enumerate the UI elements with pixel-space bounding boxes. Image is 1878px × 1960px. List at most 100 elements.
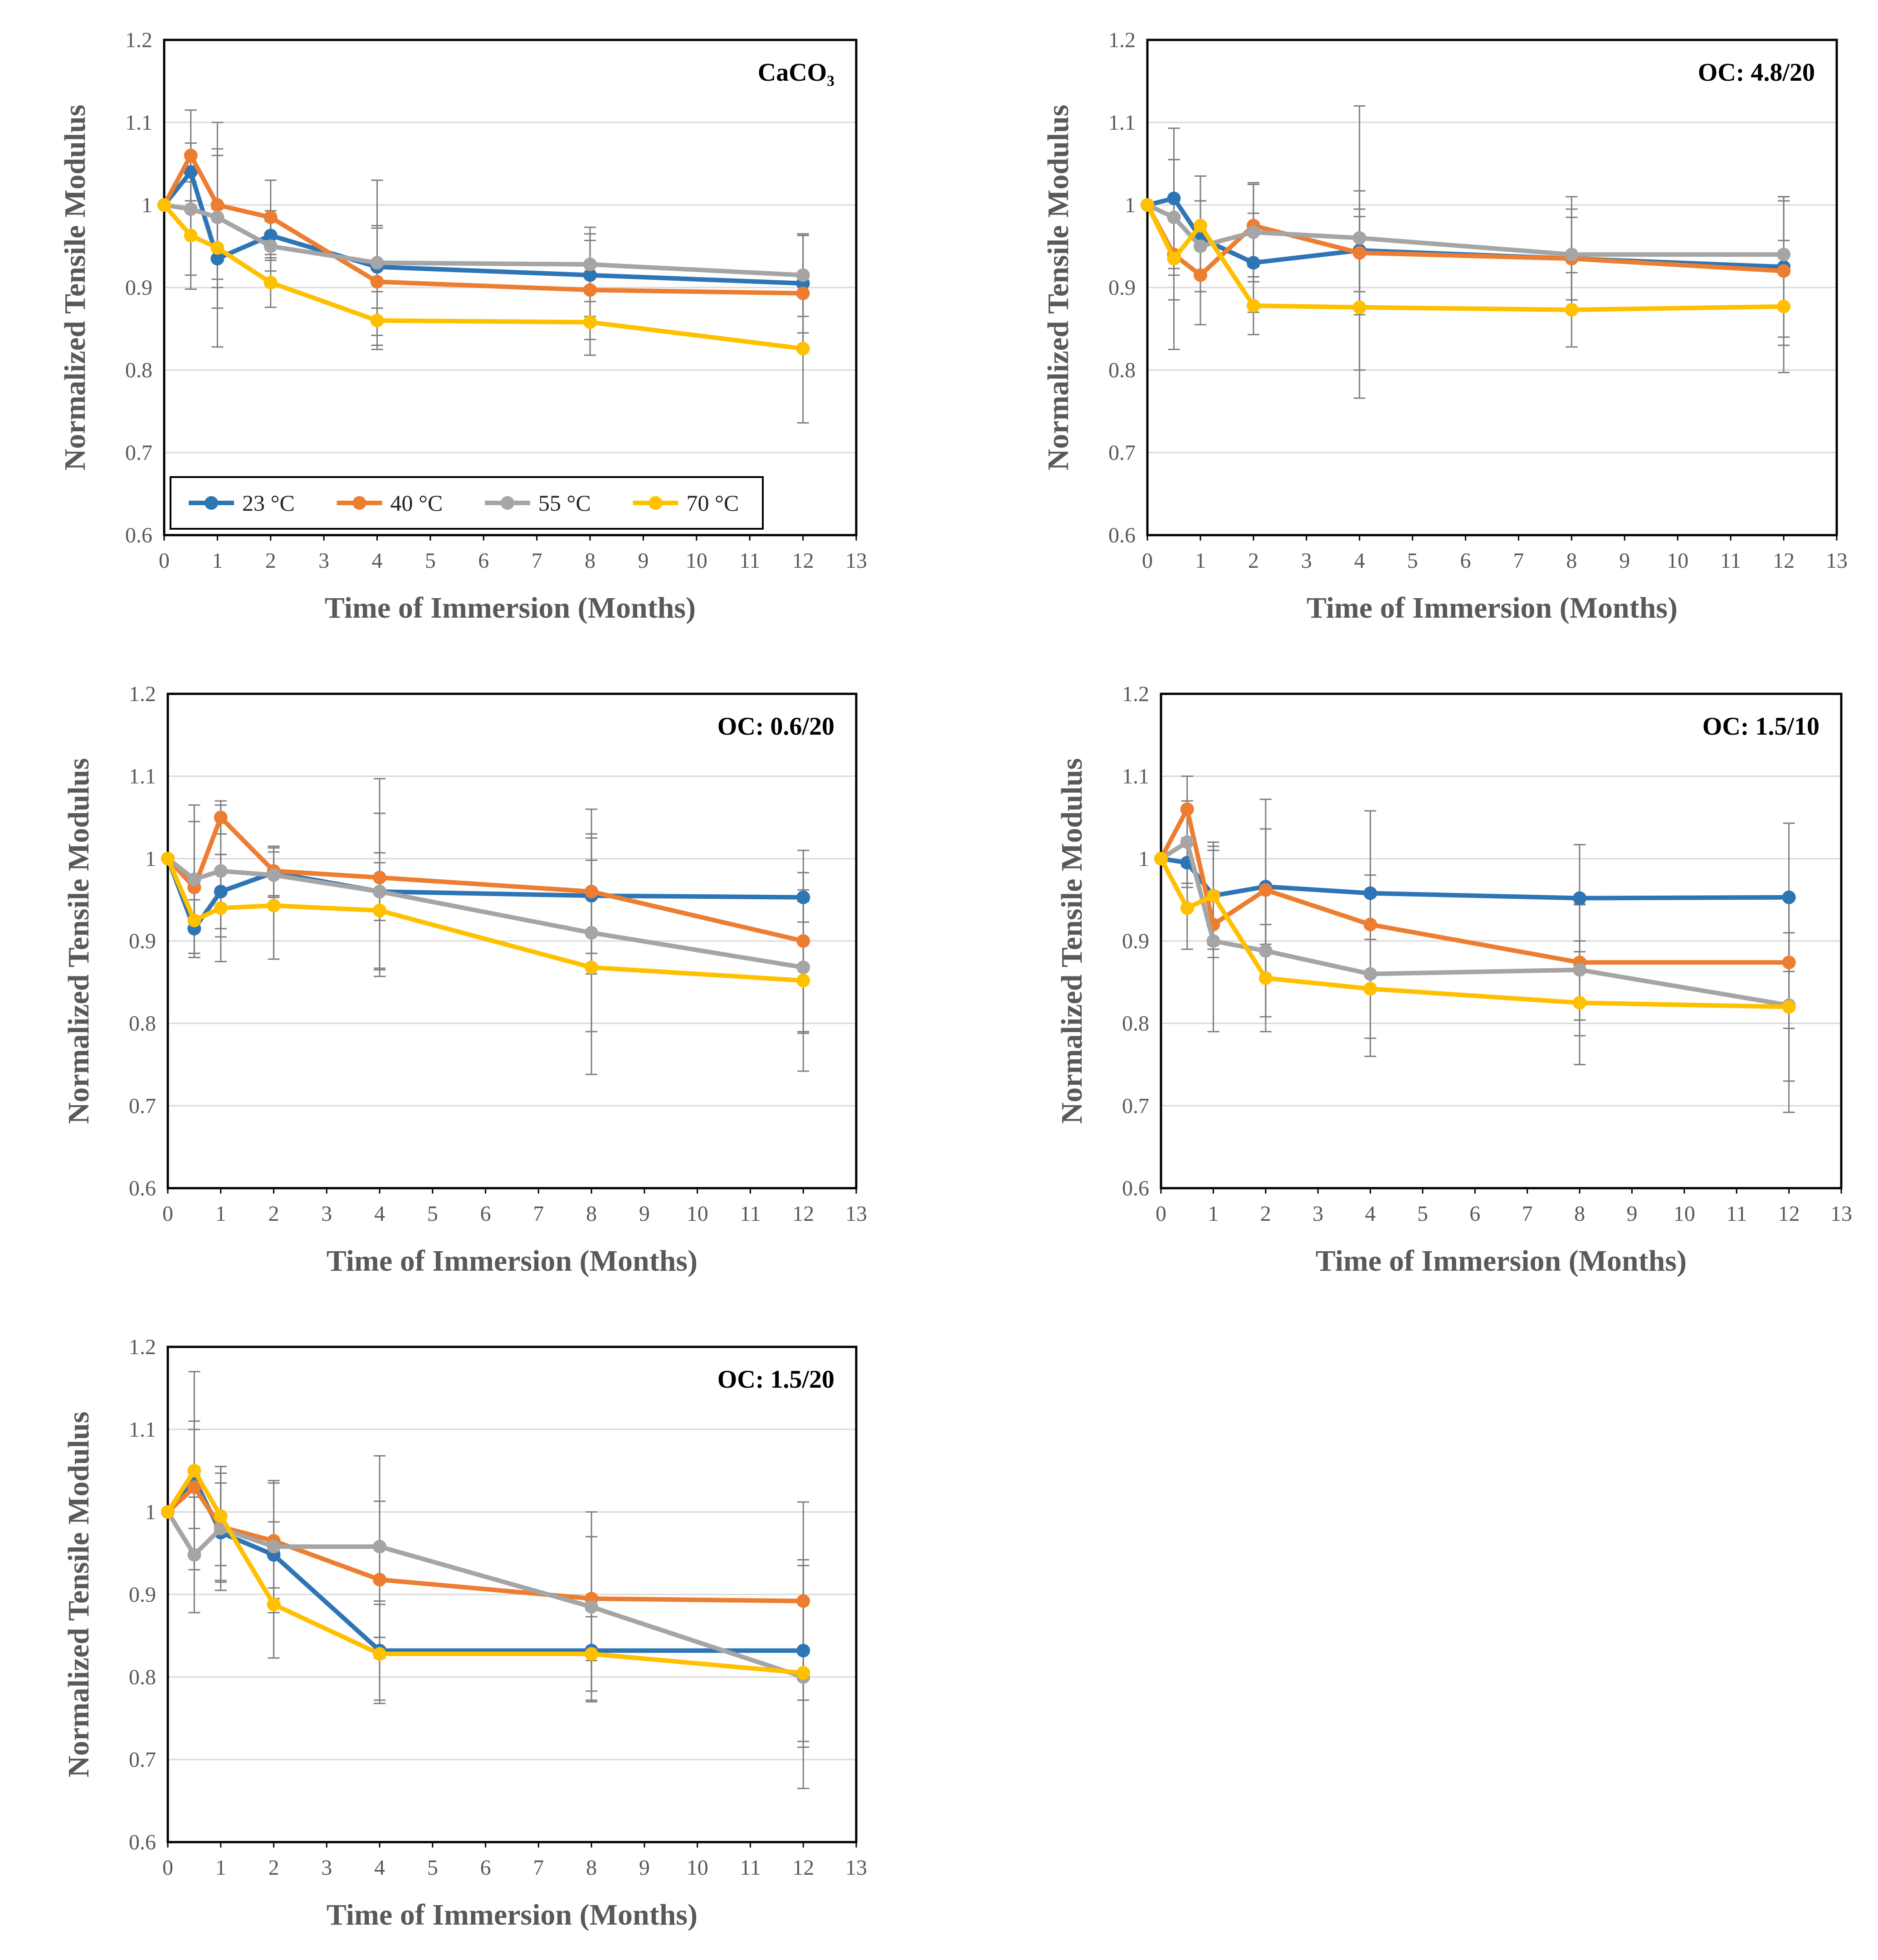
y-tick-label: 1.2 — [125, 28, 152, 52]
data-point — [373, 871, 387, 885]
y-axis-title: Normalized Tensile Modulus — [59, 105, 92, 471]
data-point — [1352, 246, 1366, 260]
panel-title: OC: 4.8/20 — [1698, 59, 1815, 87]
data-point — [1246, 225, 1260, 239]
x-tick-label: 10 — [687, 1856, 708, 1880]
x-tick-label: 0 — [162, 1856, 173, 1880]
x-tick-label: 0 — [159, 549, 170, 573]
data-point — [796, 268, 810, 282]
x-tick-label: 1 — [215, 1202, 226, 1226]
data-point — [210, 210, 224, 224]
y-tick-label: 1.1 — [129, 1418, 156, 1442]
series-line-1 — [166, 1477, 804, 1653]
y-tick-label: 1 — [141, 193, 152, 217]
data-point — [1193, 268, 1207, 282]
data-point — [210, 252, 224, 266]
x-tick-label: 6 — [1460, 549, 1471, 573]
data-point — [263, 239, 278, 253]
x-tick-label: 3 — [321, 1202, 332, 1226]
x-tick-label: 0 — [1142, 549, 1153, 573]
x-tick-label: 12 — [792, 1202, 814, 1226]
data-point — [373, 1573, 387, 1587]
series-line-3 — [166, 857, 804, 970]
series-line-2 — [1159, 807, 1789, 965]
plot-frame — [166, 1346, 858, 1843]
x-tick-label: 7 — [533, 1202, 544, 1226]
x-tick-label: 0 — [162, 1202, 173, 1226]
data-point — [187, 1548, 201, 1562]
series-line-2 — [1145, 204, 1784, 278]
series-line-4 — [1159, 857, 1789, 1009]
data-point — [585, 926, 599, 940]
y-tick-label: 0.7 — [1108, 441, 1136, 465]
data-point — [210, 198, 224, 212]
x-tick-label: 12 — [792, 1856, 814, 1880]
x-tick-label: 5 — [427, 1856, 438, 1880]
x-axis-title: Time of Immersion (Months) — [1307, 591, 1678, 624]
x-tick-label: 13 — [845, 1202, 867, 1226]
y-tick-label: 0.8 — [129, 1012, 156, 1036]
x-tick-label: 1 — [215, 1856, 226, 1880]
x-tick-label: 2 — [1260, 1202, 1271, 1226]
x-tick-label: 4 — [374, 1202, 385, 1226]
data-point — [1363, 886, 1377, 900]
data-point — [585, 885, 599, 898]
data-point — [585, 1647, 599, 1661]
x-tick-label: 9 — [639, 1202, 650, 1226]
x-tick-label: 6 — [478, 549, 489, 573]
x-tick-label: 2 — [268, 1856, 279, 1880]
data-point — [796, 974, 810, 988]
data-point — [796, 1594, 810, 1608]
x-tick-label: 12 — [1773, 549, 1795, 573]
panel-title: OC: 0.6/20 — [717, 712, 834, 741]
data-point — [373, 1647, 387, 1661]
y-tick-label: 1.1 — [1122, 765, 1149, 789]
data-point — [184, 148, 198, 162]
x-tick-label: 3 — [1312, 1202, 1323, 1226]
plot-frame — [1160, 692, 1843, 1190]
legend-entry: 40 °C — [337, 490, 443, 516]
x-axis-title: Time of Immersion (Months) — [325, 591, 696, 624]
y-tick-label: 0.9 — [125, 276, 152, 300]
y-axis-title: Normalized Tensile Modulus — [62, 1412, 95, 1778]
data-point — [214, 885, 228, 898]
data-point — [370, 275, 384, 289]
series-line-1 — [162, 170, 803, 286]
x-tick-label: 3 — [318, 549, 329, 573]
legend-marker — [649, 496, 663, 510]
series-line-2 — [166, 815, 804, 943]
data-point — [796, 890, 810, 904]
data-point — [267, 898, 281, 912]
y-tick-label: 1.1 — [125, 111, 152, 135]
x-tick-label: 2 — [265, 549, 276, 573]
y-tick-label: 1.2 — [129, 1335, 156, 1359]
y-tick-label: 0.6 — [1108, 523, 1136, 547]
y-tick-label: 0.7 — [129, 1748, 156, 1772]
y-tick-label: 0.6 — [125, 523, 152, 547]
data-point — [1565, 303, 1579, 317]
data-point — [370, 256, 384, 270]
legend-label: 70 °C — [687, 490, 739, 516]
data-point — [214, 864, 228, 878]
y-tick-label: 1.2 — [1122, 682, 1149, 706]
x-axis-title: Time of Immersion (Months) — [327, 1898, 698, 1931]
y-axis-title: Normalized Tensile Modulus — [62, 758, 95, 1124]
y-tick-label: 0.6 — [129, 1830, 156, 1854]
x-tick-label: 12 — [792, 549, 814, 573]
y-tick-label: 0.9 — [1122, 929, 1149, 953]
data-point — [1180, 901, 1194, 915]
x-tick-label: 6 — [1469, 1202, 1480, 1226]
legend-label: 23 °C — [242, 490, 295, 516]
data-point — [1167, 252, 1181, 266]
data-point — [187, 913, 201, 927]
data-point — [1573, 963, 1587, 977]
x-tick-label: 9 — [639, 1856, 650, 1880]
y-tick-label: 0.8 — [1122, 1012, 1149, 1036]
legend-marker — [205, 496, 218, 510]
y-tick-label: 0.7 — [129, 1094, 156, 1118]
x-tick-label: 12 — [1778, 1202, 1800, 1226]
data-point — [1193, 219, 1207, 233]
x-tick-label: 9 — [638, 549, 649, 573]
x-tick-label: 5 — [1407, 549, 1418, 573]
